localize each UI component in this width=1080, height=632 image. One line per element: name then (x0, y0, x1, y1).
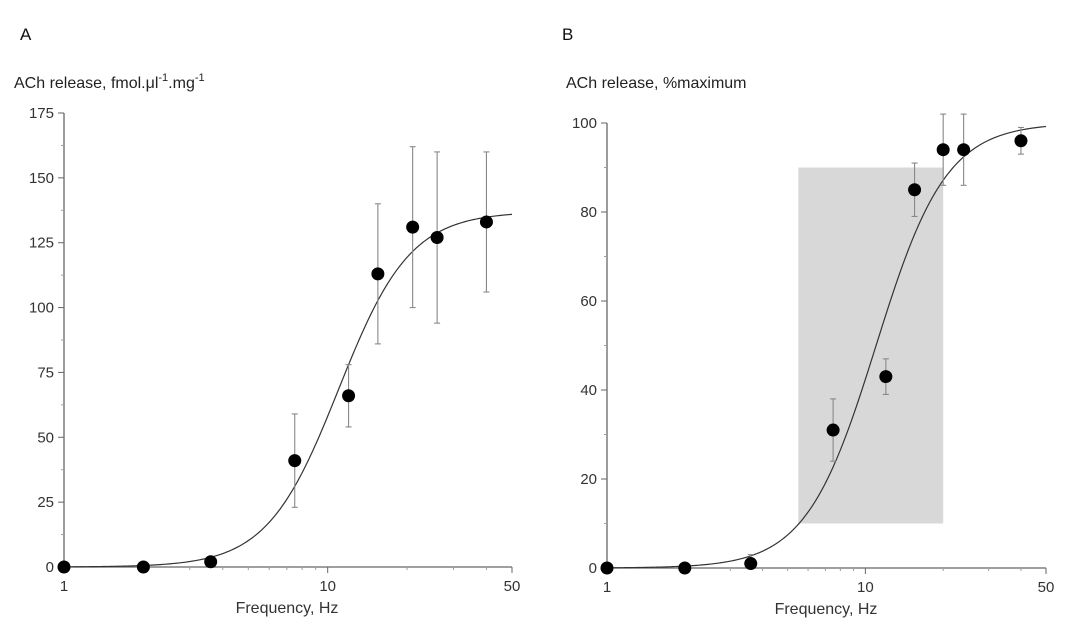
panel-b-y-tick-label: 40 (580, 382, 597, 399)
panel-a-y-tick-label: 25 (37, 494, 54, 511)
panel-letter-a: A (20, 25, 32, 44)
panel-a-y-tick-label: 125 (29, 235, 54, 252)
panel-b-data-point (879, 370, 893, 384)
panel-b-plot: 0 20 40 60 80 100 1 10 50 (572, 113, 1055, 596)
panel-a-data-point (288, 454, 302, 468)
panel-a-y-tick-label: 150 (29, 170, 54, 187)
panel-b-data-point (957, 143, 971, 157)
panel-letter-b: B (562, 25, 573, 44)
panel-a-data-point (136, 560, 150, 574)
panel-a-data-point (430, 231, 444, 245)
panel-a-data-point (406, 220, 420, 234)
panel-a-plot: 0 25 50 75 100 125 150 175 1 10 50 (29, 105, 520, 595)
panel-b-y-axis-title: ACh release, %maximum (566, 75, 747, 92)
panel-b-y-tick-label: 100 (572, 115, 597, 132)
panel-a-fit-curve (64, 213, 513, 568)
panel-b-data-point (936, 143, 950, 157)
panel-b-data-point (600, 561, 614, 575)
panel-b-y-tick-label: 0 (589, 560, 597, 577)
panel-b-shaded-region (798, 167, 944, 524)
panel-b-y-tick-label: 20 (580, 471, 597, 488)
panel-b-y-tick-label: 60 (580, 293, 597, 310)
panel-a-data-point (204, 555, 218, 569)
panel-b-x-axis-title: Frequency, Hz (775, 601, 878, 618)
panel-b-data-point (678, 561, 692, 575)
panel-a-y-tick-label: 50 (37, 429, 54, 446)
panel-a-y-tick-label: 175 (29, 105, 54, 122)
panel-b-data-point (908, 183, 922, 197)
panel-b-data-point (826, 423, 840, 437)
panel-a-y-tick-label: 100 (29, 300, 54, 317)
panel-a-y-axis-title: ACh release, fmol.μl-1.mg-1 (14, 72, 205, 92)
panel-a-x-axis-title: Frequency, Hz (236, 600, 339, 617)
panel-a-data-point (371, 267, 385, 281)
panel-a-data-point (57, 560, 71, 574)
panel-a-x-tick-label: 10 (319, 578, 336, 595)
panel-a-y-tick-label: 75 (37, 364, 54, 381)
panel-a-x-tick-label: 1 (60, 578, 68, 595)
panel-b-x-tick-label: 10 (857, 579, 874, 596)
panel-a-data-point (479, 215, 493, 229)
panel-b-x-tick-label: 1 (603, 579, 611, 596)
panel-b-y-tick-label: 80 (580, 204, 597, 221)
panel-a-data-point (342, 389, 356, 403)
panel-a-y-tick-label: 0 (46, 559, 54, 576)
panel-b-data-point (1014, 134, 1028, 148)
panel-b-x-tick-label: 50 (1038, 579, 1055, 596)
panel-b-data-point (744, 557, 758, 571)
panel-a-x-tick-label: 50 (504, 578, 521, 595)
